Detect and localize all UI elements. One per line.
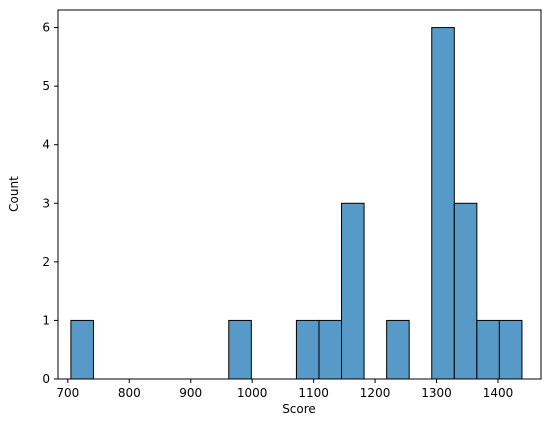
- y-tick-label: 6: [42, 21, 50, 35]
- x-tick-label: 1400: [483, 386, 514, 400]
- y-tick-label: 0: [42, 372, 50, 386]
- bar: [386, 319, 410, 380]
- bar: [228, 319, 252, 380]
- plot-frame: [57, 9, 542, 380]
- bar: [431, 27, 455, 380]
- x-tick-label: 1000: [237, 386, 268, 400]
- y-tick-label: 4: [42, 138, 50, 152]
- y-tick-label: 2: [42, 255, 50, 269]
- bar: [476, 319, 500, 380]
- bar: [318, 319, 343, 380]
- y-axis-label: Count: [7, 176, 21, 212]
- bar: [70, 319, 94, 380]
- y-tick-label: 3: [42, 196, 50, 210]
- x-tick-label: 1200: [360, 386, 391, 400]
- y-tick-label: 1: [42, 313, 50, 327]
- x-tick-label: 700: [56, 386, 79, 400]
- x-tick-label: 800: [118, 386, 141, 400]
- bar: [341, 202, 365, 380]
- bar: [498, 319, 523, 380]
- bar: [453, 202, 478, 380]
- y-tick-label: 5: [42, 79, 50, 93]
- x-tick-label: 900: [179, 386, 202, 400]
- x-axis-label: Score: [282, 402, 316, 416]
- x-tick-label: 1300: [421, 386, 452, 400]
- bar: [295, 319, 320, 380]
- x-tick-label: 1100: [298, 386, 329, 400]
